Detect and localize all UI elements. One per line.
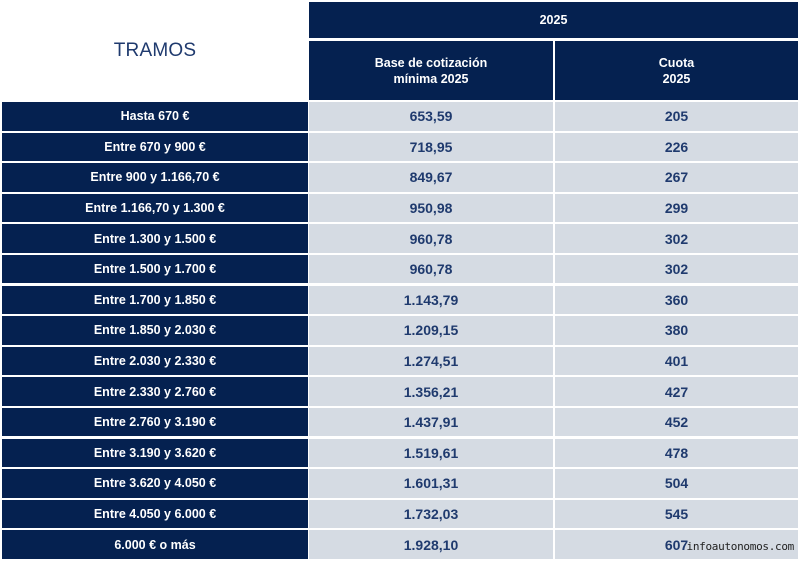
cuota-header: Cuota 2025 [555, 41, 798, 100]
table-row: Hasta 670 € 653,59 205 [2, 102, 798, 131]
base-cell: 1.356,21 [309, 377, 553, 406]
cuota-cell: 478 [555, 438, 798, 468]
base-header-line2: mínima 2025 [393, 71, 469, 86]
tramo-cell: Entre 1.700 y 1.850 € [2, 285, 308, 315]
tramo-cell: Entre 670 y 900 € [2, 132, 308, 162]
watermark: infoautonomos.com [686, 540, 795, 553]
base-cell: 653,59 [309, 102, 553, 131]
tramo-cell: Entre 4.050 y 6.000 € [2, 499, 308, 529]
base-cell: 1.274,51 [309, 346, 553, 376]
cuota-cell: 226 [555, 132, 798, 162]
cuota-cell: 607 [555, 530, 798, 559]
tramo-cell: Entre 2.030 y 2.330 € [2, 346, 308, 376]
tramo-cell: 6.000 € o más [2, 530, 308, 559]
table-row: Entre 2.330 y 2.760 € 1.356,21 427 [2, 377, 798, 406]
tramo-cell: Entre 2.330 y 2.760 € [2, 377, 308, 406]
base-cell: 960,78 [309, 224, 553, 253]
table-body: Hasta 670 € 653,59 205 Entre 670 y 900 €… [2, 102, 798, 561]
cuota-cell: 267 [555, 163, 798, 192]
table-row: Entre 670 y 900 € 718,95 226 [2, 132, 798, 162]
cuota-cell: 452 [555, 407, 798, 437]
table-row: Entre 900 y 1.166,70 € 849,67 267 [2, 163, 798, 192]
base-cell: 1.209,15 [309, 316, 553, 345]
cuota-cell: 401 [555, 346, 798, 376]
base-cell: 849,67 [309, 163, 553, 192]
base-header-line1: Base de cotización [374, 55, 488, 70]
tramo-cell: Entre 1.500 y 1.700 € [2, 254, 308, 284]
cuota-cell: 205 [555, 102, 798, 131]
tramo-cell: Entre 1.166,70 y 1.300 € [2, 193, 308, 223]
table-row: 6.000 € o más 1.928,10 607 [2, 530, 798, 559]
cuota-header-line2: 2025 [662, 71, 691, 86]
table-row: Entre 2.030 y 2.330 € 1.274,51 401 [2, 346, 798, 376]
tramo-cell: Entre 3.190 y 3.620 € [2, 438, 308, 468]
table-row: Entre 1.500 y 1.700 € 960,78 302 [2, 254, 798, 284]
table-row: Entre 1.850 y 2.030 € 1.209,15 380 [2, 316, 798, 345]
base-cell: 1.732,03 [309, 499, 553, 529]
base-cell: 718,95 [309, 132, 553, 162]
table-row: Entre 1.300 y 1.500 € 960,78 302 [2, 224, 798, 253]
cuota-header-line1: Cuota [658, 55, 695, 70]
base-cell: 1.519,61 [309, 438, 553, 468]
base-header: Base de cotización mínima 2025 [309, 41, 553, 100]
base-cell: 960,78 [309, 254, 553, 284]
table-row: Entre 3.620 y 4.050 € 1.601,31 504 [2, 469, 798, 498]
cuota-cell: 302 [555, 224, 798, 253]
tramo-cell: Entre 900 y 1.166,70 € [2, 163, 308, 192]
table-row: Entre 2.760 y 3.190 € 1.437,91 452 [2, 407, 798, 437]
table-row: Entre 3.190 y 3.620 € 1.519,61 478 [2, 438, 798, 468]
cuota-cell: 504 [555, 469, 798, 498]
table-row: Entre 4.050 y 6.000 € 1.732,03 545 [2, 499, 798, 529]
tramo-cell: Entre 3.620 y 4.050 € [2, 469, 308, 498]
table-row: Entre 1.166,70 y 1.300 € 950,98 299 [2, 193, 798, 223]
tramo-cell: Entre 1.850 y 2.030 € [2, 316, 308, 345]
base-cell: 1.437,91 [309, 407, 553, 437]
cuota-cell: 299 [555, 193, 798, 223]
base-cell: 950,98 [309, 193, 553, 223]
cuota-cell: 302 [555, 254, 798, 284]
tramos-title: TRAMOS [113, 40, 197, 61]
cuota-cell: 545 [555, 499, 798, 529]
cuota-cell: 380 [555, 316, 798, 345]
table-row: Entre 1.700 y 1.850 € 1.143,79 360 [2, 285, 798, 315]
year-header: 2025 [309, 2, 798, 38]
base-cell: 1.928,10 [309, 530, 553, 559]
base-cell: 1.601,31 [309, 469, 553, 498]
tramo-cell: Hasta 670 € [2, 102, 308, 131]
base-cell: 1.143,79 [309, 285, 553, 315]
cuota-cell: 360 [555, 285, 798, 315]
cuota-cell: 427 [555, 377, 798, 406]
tramo-cell: Entre 1.300 y 1.500 € [2, 224, 308, 253]
tramo-cell: Entre 2.760 y 3.190 € [2, 407, 308, 437]
